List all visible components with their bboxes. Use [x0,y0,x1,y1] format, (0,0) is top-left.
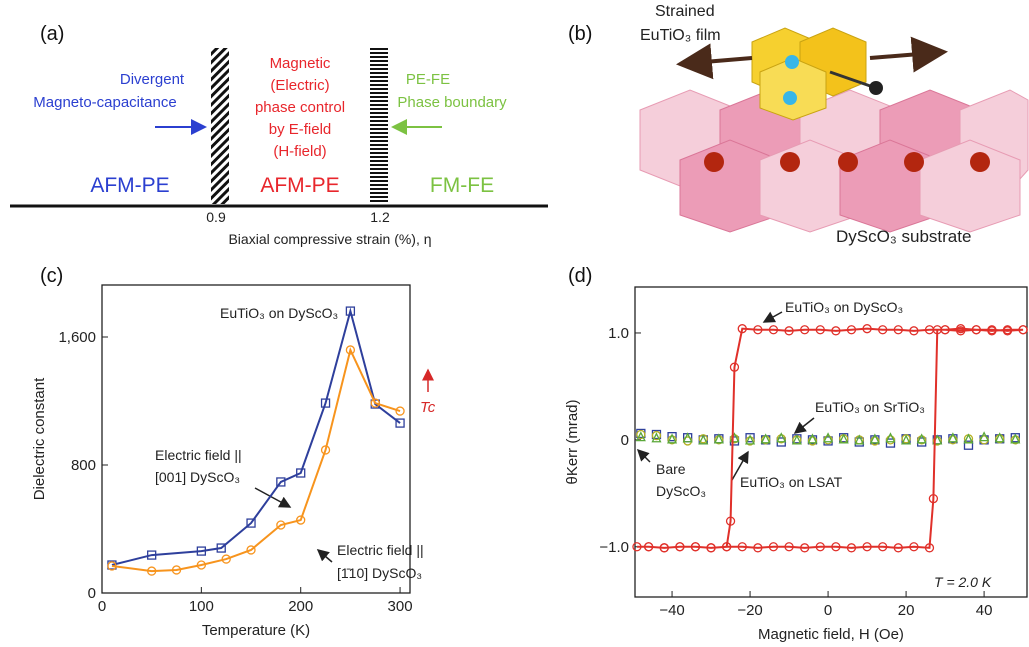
annotation: EuTiO₃ on SrTiO₃ [815,399,925,415]
annotation: [001] DyScO₃ [155,469,240,485]
annotation: (H-field) [273,143,326,160]
panel-d-notes: (d) EuTiO₃ on DyScO₃ EuTiO₃ on SrTiO₃ Eu… [568,265,992,590]
x-tick-label: 300 [388,598,413,615]
phase-label: AFM-PE [90,174,169,197]
panel-a: (a) 0.9 1.2 Biaxial compressive strain (… [10,23,548,247]
x-tick-label: −20 [737,602,762,619]
x-tick-label: −40 [659,602,684,619]
y-tick-label: 0 [621,432,629,449]
annotation: phase control [255,99,345,116]
label: Strained [655,3,715,20]
arrow [764,312,782,322]
data-point [715,435,723,443]
arrow [795,418,814,433]
label: DyScO₃ substrate [836,227,971,246]
x-tick-label: 0 [98,598,106,615]
tick-label: 0.9 [206,209,226,225]
x-axis-label: Temperature (K) [202,622,310,639]
y-tick-label: 1,600 [58,329,96,346]
phase-label: AFM-PE [260,174,339,197]
annotation: PE-FE [406,71,450,88]
x-tick-label: 40 [976,602,993,619]
annotation: Magneto-capacitance [33,94,176,111]
annotation: EuTiO₃ on LSAT [740,474,843,490]
strain-arrow [870,52,944,58]
annotation: T = 2.0 K [934,574,992,590]
y-axis-label: θKerr (mrad) [564,399,581,484]
data-point [746,436,754,444]
panel-label: (c) [40,265,63,287]
axis-label: Biaxial compressive strain (%), η [228,231,431,247]
label: EuTiO₃ film [640,27,721,44]
x-tick-label: 0 [824,602,832,619]
annotation: Magnetic [270,55,331,72]
plots: 010020030008001,600Temperature (K)Dielec… [31,285,1027,643]
annotation: Phase boundary [397,94,507,111]
annotation: EuTiO₃ on DyScO₃ [220,305,338,321]
arrow [318,550,332,562]
y-tick-label: 1.0 [608,325,629,342]
tick-label: 1.2 [370,209,390,225]
annotation: [1̄10] DyScO₃ [337,565,422,581]
annotation: Divergent [120,71,185,88]
panel-b: (b) Strained EuTiO₃ film DyScO₃ substrat… [568,3,1028,246]
data-point [668,435,676,443]
annotation: DyScO₃ [656,483,706,499]
figure: (a) 0.9 1.2 Biaxial compressive strain (… [0,0,1029,647]
x-tick-label: 100 [189,598,214,615]
y-axis-label: Dielectric constant [31,377,48,500]
x-tick-label: 200 [288,598,313,615]
y-tick-label: 0 [88,585,96,602]
x-axis-label: Magnetic field, H (Oe) [758,626,904,643]
annotation: EuTiO₃ on DyScO₃ [785,299,903,315]
arrow [638,450,650,462]
arrow [255,488,290,507]
annotation: Bare [656,461,686,477]
hatched-boundary [211,48,229,204]
phase-label: FM-FE [430,174,494,197]
substrate-octahedra [640,90,1028,232]
annotation: Electric field || [155,447,242,463]
data-point [918,435,926,443]
strain-arrow [680,58,752,64]
panel-label: (d) [568,265,592,287]
y-tick-label: 800 [71,457,96,474]
panel-label: (b) [568,23,592,45]
annotation: Tc [420,399,436,416]
annotation: by E-field [269,121,332,138]
y-tick-label: −1.0 [599,539,629,556]
annotation: (Electric) [270,77,329,94]
striped-boundary [370,48,388,204]
panel-label: (a) [40,23,64,45]
series-line [112,311,400,565]
x-tick-label: 20 [898,602,915,619]
